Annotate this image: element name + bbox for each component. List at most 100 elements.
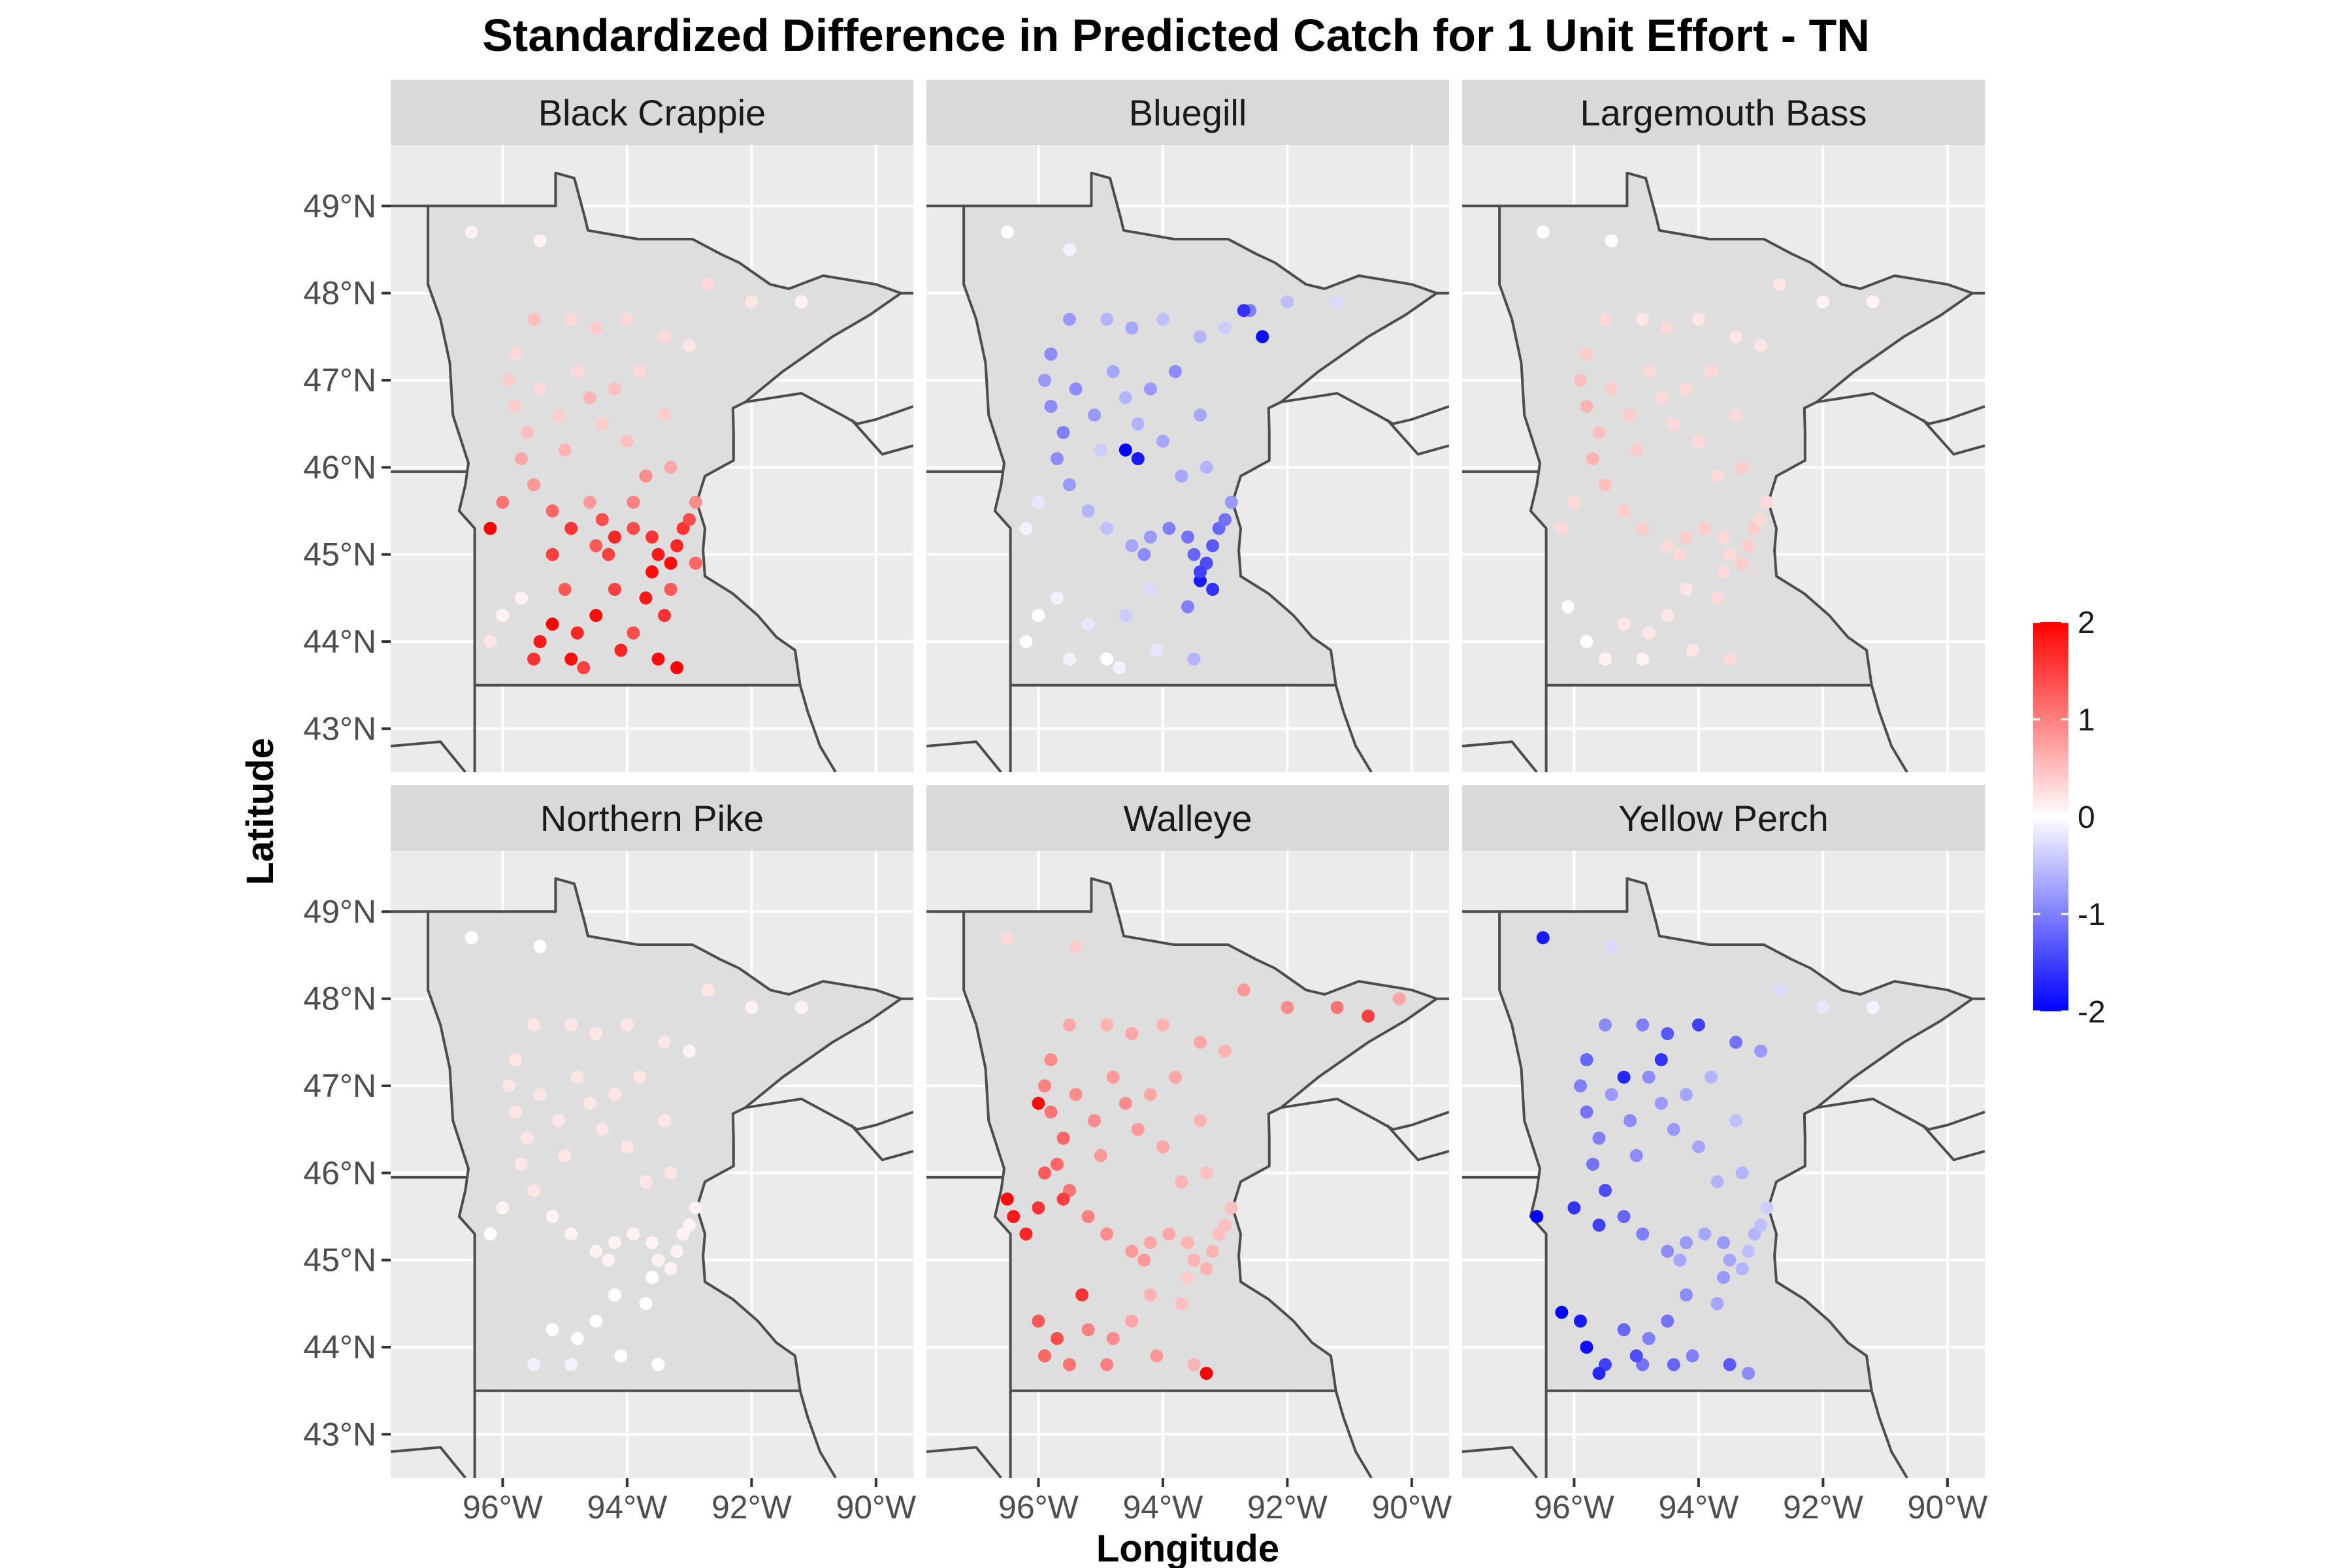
- data-point: [508, 400, 522, 413]
- data-point: [527, 312, 540, 326]
- data-point: [1723, 1253, 1737, 1267]
- data-point: [1175, 1175, 1188, 1188]
- data-point: [1599, 312, 1612, 326]
- data-point: [564, 1227, 578, 1241]
- data-point: [683, 1044, 696, 1058]
- data-point: [1206, 583, 1220, 596]
- data-point: [1032, 1201, 1045, 1215]
- state-border-line: [1816, 392, 1985, 425]
- data-point: [1717, 1236, 1730, 1249]
- legend-tick-label: -1: [2078, 898, 2106, 932]
- data-point: [1113, 661, 1126, 674]
- data-point: [633, 365, 646, 378]
- state-border-line: [798, 685, 837, 772]
- panel-plot-area: [926, 851, 1449, 1478]
- data-point: [1200, 1262, 1213, 1275]
- y-tick-label: 49°N: [303, 893, 376, 930]
- x-tick-label: 96°W: [463, 1489, 544, 1526]
- data-point: [651, 652, 665, 666]
- data-point: [1094, 1149, 1107, 1162]
- data-point: [794, 1001, 808, 1014]
- data-point: [1654, 1053, 1668, 1066]
- data-point: [546, 504, 559, 517]
- data-point: [1175, 469, 1188, 483]
- data-point: [1100, 521, 1114, 535]
- data-point: [1181, 600, 1194, 613]
- data-point: [1555, 1305, 1569, 1319]
- data-point: [1119, 443, 1132, 457]
- data-point: [595, 1122, 609, 1136]
- data-point: [1536, 931, 1550, 945]
- data-point: [1605, 234, 1618, 248]
- data-point: [645, 1236, 659, 1249]
- data-point: [1000, 225, 1014, 239]
- data-point: [1081, 1210, 1095, 1223]
- data-point: [1592, 426, 1606, 439]
- data-point: [1044, 1053, 1058, 1066]
- data-point: [1007, 1210, 1021, 1223]
- data-point: [465, 931, 478, 945]
- x-tick-label: 90°W: [1907, 1489, 1988, 1526]
- data-point: [1218, 513, 1232, 527]
- data-point: [1605, 1088, 1618, 1102]
- data-point: [1137, 547, 1151, 561]
- data-point: [1038, 1349, 1051, 1363]
- data-point: [483, 1227, 497, 1241]
- data-point: [1143, 1236, 1157, 1249]
- data-point: [1000, 931, 1014, 945]
- state-border-line: [1281, 1098, 1449, 1131]
- data-point: [1162, 521, 1176, 535]
- x-axis-title: Longitude: [1096, 1527, 1279, 1568]
- data-point: [1760, 495, 1774, 509]
- data-point: [533, 234, 547, 248]
- data-point: [1069, 382, 1083, 396]
- data-point: [552, 408, 566, 422]
- data-point: [533, 1088, 547, 1102]
- panel-plot-area: [1462, 145, 1985, 772]
- state-border-line: [745, 1098, 913, 1131]
- data-point: [1567, 1201, 1581, 1215]
- data-point: [521, 426, 534, 439]
- data-point: [627, 495, 640, 509]
- data-point: [651, 1358, 665, 1371]
- data-point: [502, 1079, 515, 1092]
- data-point: [570, 626, 584, 640]
- data-point: [1705, 1070, 1718, 1084]
- data-point: [1169, 1070, 1182, 1084]
- data-point: [1599, 478, 1612, 491]
- y-tick-label: 47°N: [303, 362, 376, 399]
- data-point: [1679, 1236, 1693, 1249]
- data-point: [1691, 312, 1705, 326]
- data-point: [1206, 1245, 1220, 1258]
- state-border-line: [850, 1124, 913, 1162]
- data-point: [1218, 321, 1232, 335]
- data-point: [564, 521, 578, 535]
- data-point: [645, 531, 659, 544]
- state-border-line: [1870, 685, 1908, 772]
- data-point: [1181, 1236, 1194, 1249]
- data-point: [1710, 1297, 1724, 1311]
- data-point: [1125, 539, 1139, 553]
- data-point: [745, 295, 759, 308]
- data-point: [627, 626, 640, 640]
- data-point: [1131, 452, 1145, 465]
- data-point: [1200, 1166, 1213, 1180]
- data-point: [521, 1132, 534, 1145]
- data-point: [1754, 1044, 1768, 1058]
- state-border-line: [1870, 1390, 1908, 1478]
- facet-northern-pike: Northern Pike 96°W 94°W 92°W 90°W 43°N 44°N 45°…: [303, 785, 917, 1526]
- data-point: [683, 513, 696, 527]
- data-point: [1038, 1079, 1051, 1092]
- data-point: [1362, 1009, 1375, 1023]
- data-point: [1536, 225, 1550, 239]
- y-tick-label: 48°N: [303, 981, 376, 1017]
- data-point: [1580, 1341, 1593, 1354]
- data-point: [1710, 591, 1724, 605]
- data-point: [1051, 1331, 1064, 1345]
- y-tick-label: 46°N: [303, 1154, 376, 1191]
- data-point: [1735, 557, 1749, 570]
- data-point: [1218, 1218, 1232, 1232]
- data-point: [1599, 1184, 1612, 1197]
- data-point: [552, 1114, 566, 1128]
- legend-tick-label: 2: [2078, 606, 2095, 640]
